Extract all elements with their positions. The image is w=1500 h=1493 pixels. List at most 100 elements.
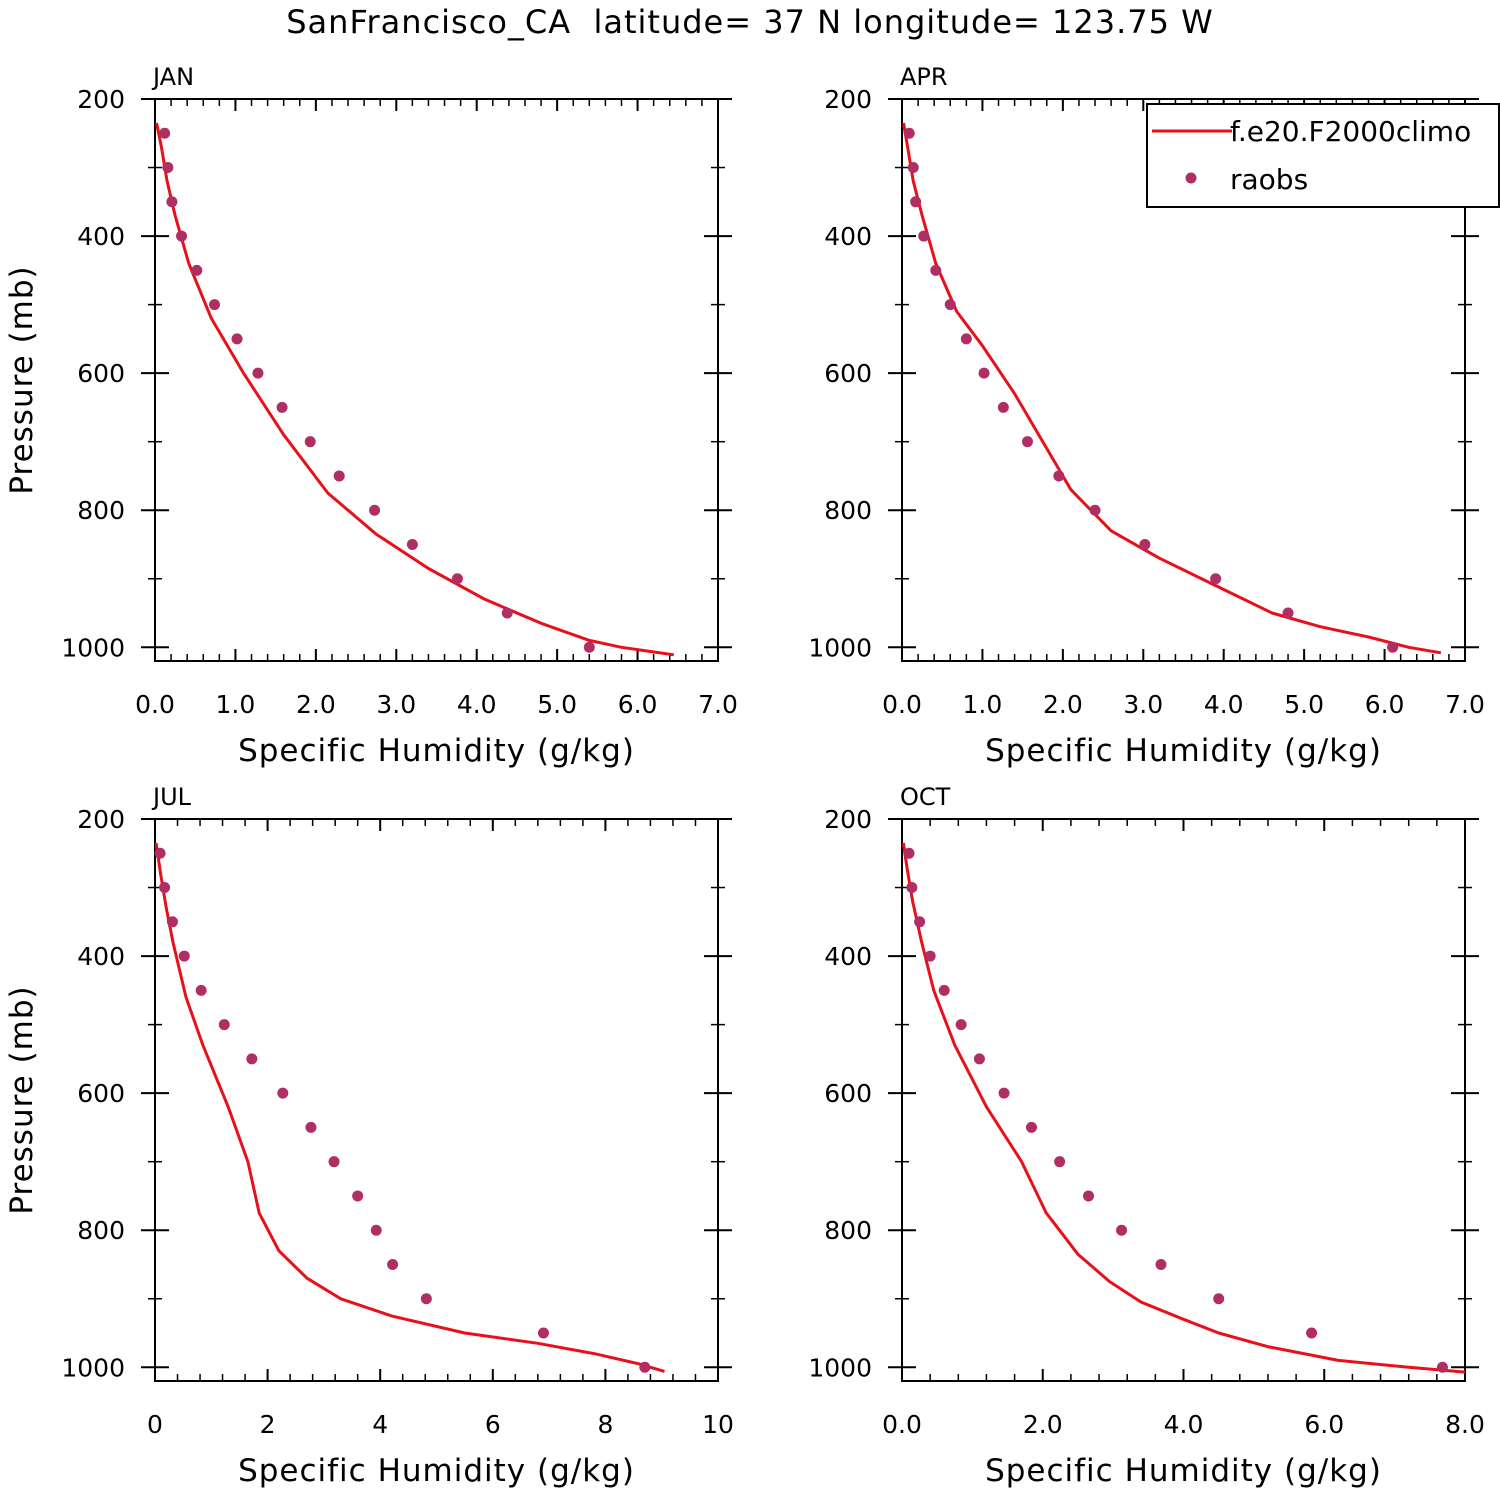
y-tick-label: 400 (77, 942, 125, 971)
x-tick-label: 2.0 (1043, 690, 1083, 719)
x-axis-label: Specific Humidity (g/kg) (985, 1453, 1382, 1489)
model-line (155, 122, 675, 657)
x-tick-label: 4.0 (1204, 690, 1244, 719)
x-axis-label: Specific Humidity (g/kg) (238, 733, 635, 769)
raobs-point (420, 1293, 432, 1305)
raobs-point (369, 504, 381, 516)
legend-label-model: f.e20.F2000climo (1230, 115, 1471, 148)
x-tick-label: 0 (147, 1410, 163, 1439)
y-tick-label: 1000 (61, 633, 125, 662)
x-tick-label: 2 (260, 1410, 276, 1439)
raobs-point (1082, 1190, 1094, 1202)
raobs-point (209, 299, 221, 311)
raobs-point (537, 1327, 549, 1339)
model-line (902, 122, 1442, 655)
x-tick-label: 6.0 (1304, 1410, 1344, 1439)
x-tick-label: 8 (597, 1410, 613, 1439)
raobs-point (1021, 436, 1033, 448)
model-line (154, 842, 665, 1373)
raobs-point (159, 882, 171, 894)
panel-label: JUL (151, 783, 192, 811)
raobs-point (501, 607, 513, 619)
raobs-point (944, 299, 956, 311)
panel-label: APR (900, 63, 948, 91)
y-tick-label: 200 (77, 85, 125, 114)
x-tick-label: 0.0 (135, 690, 175, 719)
x-tick-label: 4.0 (1164, 1410, 1204, 1439)
raobs-point (918, 230, 930, 242)
raobs-point (176, 230, 188, 242)
raobs-point (998, 1087, 1010, 1099)
raobs-point (166, 196, 178, 208)
raobs-point (195, 984, 207, 996)
raobs-point (1436, 1361, 1448, 1373)
raobs-point (1210, 573, 1222, 585)
raobs-point (914, 916, 926, 928)
raobs-point (277, 1087, 289, 1099)
raobs-point (1213, 1293, 1225, 1305)
figure-title: SanFrancisco_CA latitude= 37 N longitude… (286, 3, 1214, 41)
panel-jul: JUL 0 2 4 6 8 10 200 400 600 800 1000 Specific Humid… (4, 783, 734, 1489)
raobs-point (1282, 607, 1294, 619)
y-tick-label: 600 (824, 1079, 872, 1108)
x-tick-label: 4.0 (457, 690, 497, 719)
x-tick-label: 3.0 (376, 690, 416, 719)
panel-jan: JAN 0.0 1.0 2.0 3.0 4.0 5.0 6.0 7.0 200 400 600 800 1… (4, 63, 738, 769)
raobs-point (1025, 1121, 1037, 1133)
y-tick-label: 400 (824, 942, 872, 971)
raobs-point (305, 1121, 317, 1133)
y-tick-label: 1000 (61, 1353, 125, 1382)
raobs-point (1139, 538, 1151, 550)
y-tick-label: 600 (77, 1079, 125, 1108)
raobs-point (960, 333, 972, 345)
y-tick-label: 800 (824, 496, 872, 525)
raobs-point (1306, 1327, 1318, 1339)
raobs-point (924, 950, 936, 962)
x-tick-label: 2.0 (1023, 1410, 1063, 1439)
raobs-point (903, 127, 915, 139)
raobs-point (178, 950, 190, 962)
x-tick-label: 2.0 (296, 690, 336, 719)
legend-label-raobs: raobs (1230, 163, 1308, 196)
x-tick-label: 4 (372, 1410, 388, 1439)
raobs-point (166, 916, 178, 928)
legend: f.e20.F2000climo raobs (1146, 103, 1500, 208)
raobs-point (910, 196, 922, 208)
x-tick-label: 7.0 (1445, 690, 1485, 719)
plot-frame (901, 818, 1466, 1382)
raobs-point (406, 538, 418, 550)
raobs-point (333, 470, 345, 482)
panel-oct: OCT 0.0 2.0 4.0 6.0 8.0 200 400 600 800 1000 Specif… (808, 783, 1485, 1489)
raobs-point (930, 264, 942, 276)
raobs-point (1155, 1258, 1167, 1270)
raobs-point (159, 127, 171, 139)
raobs-point (387, 1258, 399, 1270)
raobs-point (154, 847, 166, 859)
x-tick-label: 6.0 (618, 690, 658, 719)
raobs-point (246, 1053, 258, 1065)
raobs-point (370, 1224, 382, 1236)
plot-frame (154, 98, 719, 662)
raobs-point (973, 1053, 985, 1065)
raobs-point (451, 573, 463, 585)
raobs-point (997, 401, 1009, 413)
plot-frame (901, 98, 1466, 662)
y-tick-label: 400 (77, 222, 125, 251)
model-line (901, 842, 1466, 1374)
x-tick-label: 1.0 (963, 690, 1003, 719)
raobs-point (218, 1019, 230, 1031)
legend-box (1146, 103, 1500, 208)
y-tick-label: 600 (77, 359, 125, 388)
y-tick-label: 1000 (808, 633, 872, 662)
y-tick-label: 800 (77, 1216, 125, 1245)
x-tick-label: 5.0 (537, 690, 577, 719)
legend-dot-swatch (1185, 172, 1197, 184)
x-tick-label: 0.0 (882, 690, 922, 719)
raobs-point (583, 641, 595, 653)
raobs-point (276, 401, 288, 413)
raobs-point (639, 1361, 651, 1373)
x-axis-label: Specific Humidity (g/kg) (985, 733, 1382, 769)
raobs-point (955, 1019, 967, 1031)
y-tick-label: 800 (77, 496, 125, 525)
